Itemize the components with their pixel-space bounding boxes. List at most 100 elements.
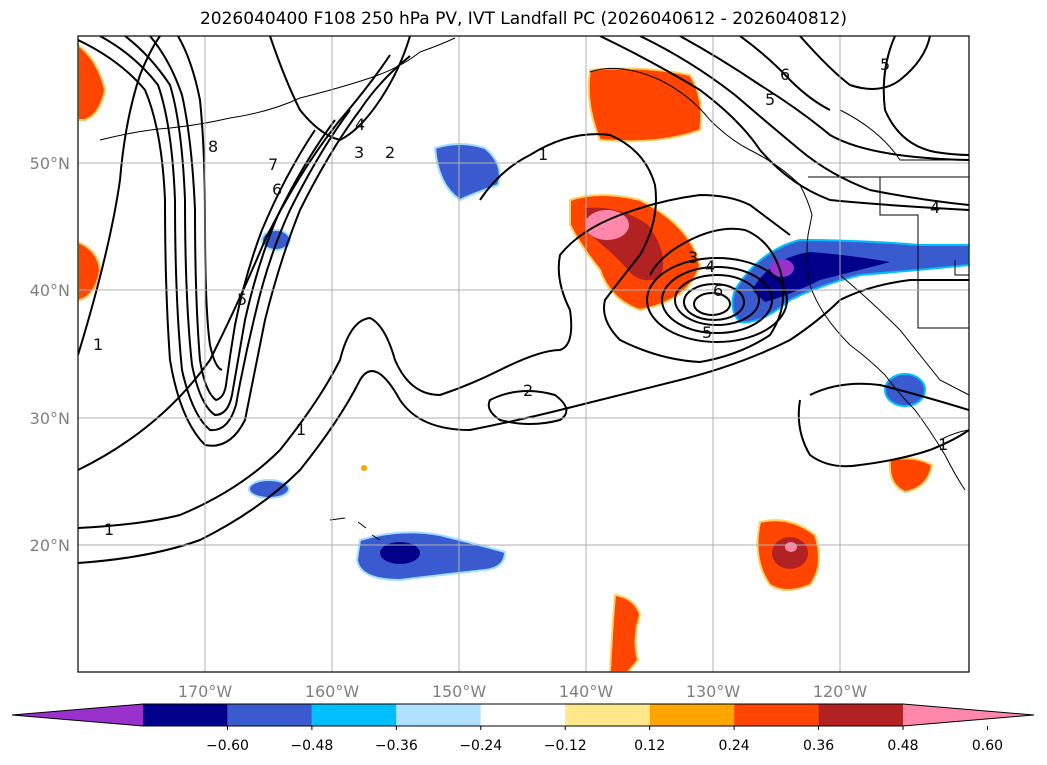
shade-blob — [78, 240, 102, 301]
aleutian-coast — [99, 37, 456, 141]
longitude-labels: 170°W 160°W 150°W 140°W 130°W 120°W — [178, 682, 868, 701]
contour-label: 1 — [938, 435, 948, 454]
contour-line — [599, 36, 969, 211]
colorbar: −0.60 −0.48 −0.36 −0.24 −0.12 0.12 0.24 … — [11, 703, 1035, 754]
contour-line — [78, 54, 391, 471]
lat-label: 30°N — [30, 409, 70, 428]
contour-label: 1 — [296, 420, 306, 439]
contour-label: 4 — [705, 257, 715, 276]
coastlines — [99, 37, 969, 541]
contour-line — [149, 36, 316, 402]
contour-line — [739, 36, 831, 111]
colorbar-segment — [734, 704, 819, 726]
shade-blob — [585, 210, 629, 240]
contour-labels: 1 1 1 1 2 2 3 3 4 4 4 5 5 5 5 6 6 6 7 8 … — [93, 55, 948, 539]
contour-line — [797, 399, 969, 468]
map-border — [77, 35, 970, 673]
contour-line — [78, 193, 791, 529]
colorbar-tick-label: −0.36 — [375, 738, 418, 754]
mexico-coast — [939, 429, 969, 441]
colorbar-tick-label: −0.48 — [290, 738, 333, 754]
shade-blob — [884, 373, 926, 407]
contour-label: 5 — [702, 323, 712, 342]
gridlines — [78, 36, 969, 672]
colorbar-segments — [11, 703, 1035, 730]
lat-label: 50°N — [30, 154, 70, 173]
lon-label: 160°W — [305, 682, 360, 701]
contour-label: 2 — [385, 143, 395, 162]
contour-line — [487, 390, 568, 425]
contour-line — [809, 382, 969, 411]
contour-line — [479, 133, 785, 364]
colorbar-tick-label: −0.12 — [544, 738, 587, 754]
shade-blob — [770, 259, 794, 277]
na-west-coast — [589, 67, 966, 491]
shade-blob — [772, 537, 808, 569]
shade-blob — [608, 593, 642, 672]
contour-label: 8 — [208, 137, 218, 156]
colorbar-tick-label: 0.36 — [803, 738, 834, 754]
colorbar-segment — [818, 704, 903, 726]
colorbar-segment — [396, 704, 481, 726]
contour-label: 6 — [780, 65, 790, 84]
colorbar-extension-low — [12, 704, 143, 726]
shade-blob — [361, 465, 367, 471]
colorbar-segment — [480, 704, 566, 726]
contour-line — [639, 36, 969, 206]
colorbar-tick-label: 0.12 — [634, 738, 665, 754]
colorbar-segment — [311, 704, 397, 726]
contour-label: 2 — [523, 381, 533, 400]
contour-line — [679, 36, 969, 161]
lon-label: 130°W — [686, 682, 741, 701]
contour-label: 5 — [237, 290, 247, 309]
contour-line — [124, 36, 336, 417]
colorbar-tick-label: 0.60 — [972, 738, 1003, 754]
contour-label: 5 — [765, 90, 775, 109]
lat-label: 40°N — [30, 281, 70, 300]
contour-line — [78, 39, 411, 447]
colorbar-tick-label: 0.48 — [887, 738, 918, 754]
contour-label: 1 — [538, 145, 548, 164]
contour-label: 3 — [354, 143, 364, 162]
shade-blob — [587, 67, 703, 143]
state-borders — [954, 260, 969, 276]
colorbar-ticks: −0.60 −0.48 −0.36 −0.24 −0.12 0.12 0.24 … — [206, 738, 1003, 754]
contour-label: 6 — [713, 281, 723, 300]
colorbar-segment — [143, 704, 228, 726]
lon-label: 140°W — [559, 682, 614, 701]
colorbar-segment — [227, 704, 312, 726]
contour-label: 4 — [355, 115, 365, 134]
map-area — [78, 36, 969, 672]
colorbar-extension-high — [903, 704, 1034, 726]
contour-label: 6 — [272, 180, 282, 199]
lat-label: 20°N — [30, 536, 70, 555]
contour-label: 4 — [930, 198, 940, 217]
colorbar-tick-label: −0.60 — [206, 738, 249, 754]
contour-line — [683, 283, 745, 321]
state-borders — [879, 177, 969, 329]
contour-line — [99, 36, 351, 432]
lon-label: 170°W — [178, 682, 233, 701]
contour-line — [646, 257, 788, 343]
shade-blob — [78, 43, 107, 121]
lon-label: 150°W — [432, 682, 487, 701]
colorbar-outline — [11, 703, 1035, 727]
contour-line — [882, 36, 969, 156]
contour-line — [674, 274, 760, 326]
contour-line — [78, 279, 969, 564]
shade-blob — [433, 143, 501, 202]
contour-label: 1 — [93, 335, 103, 354]
shade-blob — [888, 457, 934, 494]
lon-label: 120°W — [813, 682, 868, 701]
contour-label: 5 — [880, 55, 890, 74]
contour-label: 7 — [268, 155, 278, 174]
state-borders — [839, 274, 969, 396]
latitude-labels: 50°N 40°N 30°N 20°N — [30, 154, 70, 555]
contour-line — [78, 36, 161, 356]
colorbar-tick-label: 0.24 — [719, 738, 750, 754]
contour-line — [693, 292, 731, 316]
colorbar-segment — [565, 704, 650, 726]
shade-blob — [380, 542, 420, 564]
border-line — [839, 109, 960, 161]
shade-blob — [248, 479, 290, 499]
